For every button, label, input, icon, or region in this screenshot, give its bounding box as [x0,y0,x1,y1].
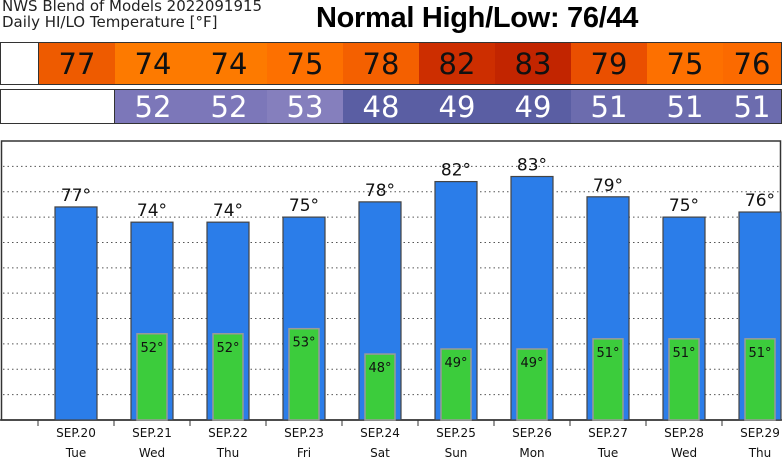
low-bar [364,353,396,421]
weekday-label: Tue [65,446,87,460]
x-tick-label: SEP.21 [132,426,172,440]
low-bar [440,348,472,421]
high-cell-0: 77 [39,43,115,84]
low-label: 51° [596,346,619,361]
x-tick-label: SEP.24 [360,426,400,440]
low-cell-1: 52 [115,90,191,124]
low-cell-5: 49 [419,90,495,124]
low-cell-7: 51 [571,90,647,124]
low-cell-0 [1,90,115,123]
low-bar [212,333,244,421]
low-label: 49° [520,356,543,371]
low-label: 51° [748,346,771,361]
low-bar [516,348,548,421]
low-cell-2: 52 [191,90,267,124]
high-cell-6: 83 [495,43,571,84]
x-tick-label: SEP.28 [664,426,704,440]
low-cell-6: 49 [495,90,571,124]
low-cell-3: 53 [267,90,343,124]
x-tick-label: SEP.25 [436,426,476,440]
weekday-label: Thu [748,446,772,460]
weekday-label: Wed [139,446,165,460]
high-label: 74° [137,201,167,221]
high-label: 75° [669,196,699,216]
low-bar [592,338,624,421]
high-cell-1: 74 [115,43,191,84]
high-cell-7: 79 [571,43,647,84]
x-tick-label: SEP.29 [740,426,780,440]
x-tick-label: SEP.20 [56,426,96,440]
high-cell-4: 78 [343,43,419,84]
low-label: 53° [292,336,315,351]
low-label: 49° [444,356,467,371]
low-cell-8: 51 [647,90,723,124]
x-tick-label: SEP.22 [208,426,248,440]
high-cell-5: 82 [419,43,495,84]
high-cell-9: 76 [723,43,781,84]
highs-strip-lead [1,43,39,84]
low-bar [744,338,776,421]
high-label: 82° [441,161,471,181]
lows-strip: 52 52 53 48 49 49 51 51 51 [0,89,782,124]
weekday-label: Mon [519,446,544,460]
low-label: 52° [216,341,239,356]
weekday-label: Tue [597,446,619,460]
high-label: 75° [289,196,319,216]
low-bar [668,338,700,421]
chart-subtitle: Daily HI/LO Temperature [°F] [2,13,218,31]
high-label: 83° [517,156,547,176]
weekday-label: Sun [445,446,468,460]
normal-high-low: Normal High/Low: 76/44 [316,2,639,34]
low-label: 52° [140,341,163,356]
x-tick-label: SEP.26 [512,426,552,440]
high-label: 74° [213,201,243,221]
x-tick-label: SEP.27 [588,426,628,440]
weekday-label: Wed [671,446,697,460]
low-label: 51° [672,346,695,361]
high-label: 79° [593,176,623,196]
weekday-label: Sat [370,446,390,460]
weekday-label: Thu [216,446,240,460]
low-cell-9: 51 [723,90,781,124]
high-bar [54,206,98,421]
high-cell-2: 74 [191,43,267,84]
highs-strip: 77 74 74 75 78 82 83 79 75 76 [0,42,782,85]
weekday-label: Fri [297,446,311,460]
low-bar [288,327,320,421]
high-cell-3: 75 [267,43,343,84]
low-label: 48° [368,361,391,376]
low-bar [136,333,168,421]
high-cell-8: 75 [647,43,723,84]
low-cell-4: 48 [343,90,419,124]
high-label: 77° [61,186,91,206]
high-label: 78° [365,181,395,201]
x-tick-label: SEP.23 [284,426,324,440]
high-label: 76° [745,191,775,211]
model-title: NWS Blend of Models 2022091915 [2,0,263,15]
